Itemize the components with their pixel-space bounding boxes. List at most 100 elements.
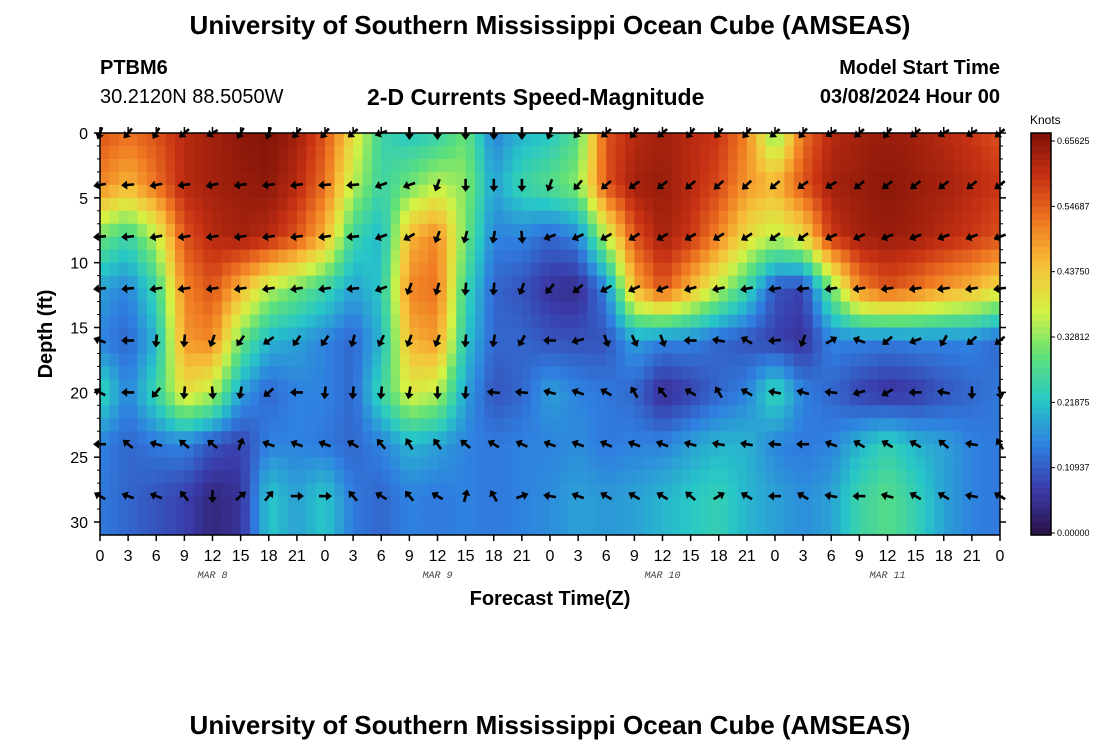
heatmap-cell: [128, 431, 139, 445]
heatmap-cell: [568, 301, 579, 316]
heatmap-cell: [203, 262, 214, 277]
current-arrow: [683, 439, 697, 449]
heatmap-cell: [503, 457, 514, 471]
heatmap-cell: [859, 133, 870, 147]
current-arrow: [346, 180, 360, 190]
heatmap-cell: [934, 483, 945, 497]
heatmap-cell: [868, 470, 879, 484]
current-arrow: [149, 439, 163, 449]
current-arrow-head: [326, 491, 332, 501]
heatmap-cell: [390, 431, 401, 445]
heatmap-cell: [475, 470, 485, 484]
heatmap-cell: [221, 509, 232, 523]
heatmap-cell: [606, 133, 617, 147]
heatmap-cell: [109, 145, 120, 160]
heatmap-cell: [409, 496, 420, 510]
heatmap-cell: [503, 133, 514, 147]
heatmap-cell: [259, 483, 270, 497]
heatmap-cell: [287, 145, 298, 160]
current-arrow: [908, 284, 922, 294]
heatmap-cell: [803, 470, 814, 484]
heatmap-cell: [409, 145, 420, 160]
heatmap-cell: [390, 509, 401, 523]
heatmap-cell: [287, 210, 298, 225]
heatmap-cell: [859, 223, 870, 238]
heatmap-cell: [971, 314, 982, 329]
heatmap-cell: [100, 171, 110, 186]
colorbar-cell: [1031, 354, 1051, 362]
current-arrow-head: [655, 439, 664, 449]
current-arrow-head: [936, 387, 944, 397]
colorbar-tick-label: 0.21875: [1057, 397, 1090, 407]
heatmap-cell: [325, 171, 335, 186]
heatmap-cell: [578, 197, 589, 212]
heatmap-cell: [503, 249, 514, 264]
heatmap-cell: [868, 327, 879, 342]
current-arrow: [179, 334, 189, 348]
heatmap-cell: [306, 197, 317, 212]
heatmap-cell: [906, 314, 917, 329]
heatmap-cell: [390, 522, 401, 535]
heatmap-cell: [550, 418, 560, 432]
heatmap-cell: [587, 210, 598, 225]
heatmap-cell: [887, 418, 898, 432]
heatmap-cell: [596, 353, 607, 368]
current-arrow-head: [404, 134, 414, 140]
current-arrow-head: [571, 439, 579, 449]
heatmap-cell: [146, 522, 157, 535]
heatmap-cell: [278, 301, 289, 316]
heatmap-cell: [184, 236, 195, 251]
current-arrow: [545, 178, 554, 192]
heatmap-cell: [746, 262, 757, 277]
heatmap-cell: [418, 340, 429, 355]
heatmap-cell: [550, 327, 560, 342]
heatmap-cell: [540, 327, 551, 342]
heatmap-cell: [700, 509, 710, 523]
current-arrow: [685, 180, 697, 190]
heatmap-cell: [971, 431, 982, 445]
heatmap-cell: [943, 496, 954, 510]
heatmap-cell: [390, 496, 401, 510]
heatmap-cell: [484, 197, 495, 212]
heatmap-cell: [934, 327, 945, 342]
heatmap-cell: [634, 483, 645, 497]
current-arrow: [208, 490, 217, 504]
heatmap-cell: [240, 431, 251, 445]
heatmap-cell: [587, 171, 598, 186]
heatmap-cell: [371, 418, 382, 432]
heatmap-cell: [128, 301, 139, 316]
heatmap-cell: [240, 236, 251, 251]
heatmap-cell: [343, 431, 354, 445]
current-arrow: [263, 490, 274, 502]
heatmap-cell: [775, 405, 785, 419]
heatmap-cell: [409, 483, 420, 497]
heatmap-cell: [775, 184, 785, 199]
heatmap-cell: [990, 340, 1000, 355]
heatmap-cell: [409, 353, 420, 368]
heatmap-cell: [756, 444, 767, 458]
current-arrow: [489, 334, 499, 348]
current-arrow-head: [717, 491, 725, 500]
heatmap-cell: [821, 171, 832, 186]
heatmap-cell: [334, 444, 345, 458]
heatmap-cell: [587, 197, 598, 212]
heatmap-cell: [306, 457, 317, 471]
heatmap-cell: [221, 483, 232, 497]
heatmap-cell: [540, 236, 551, 251]
heatmap-cell: [306, 418, 317, 432]
heatmap-cell: [203, 418, 214, 432]
heatmap-cell: [250, 158, 260, 173]
heatmap-cell: [681, 314, 692, 329]
current-arrow: [628, 180, 641, 190]
heatmap-cell: [268, 444, 279, 458]
heatmap-cell: [709, 483, 720, 497]
heatmap-cell: [831, 314, 842, 329]
heatmap-cell: [643, 353, 654, 368]
current-arrow: [599, 439, 613, 448]
heatmap-cell: [868, 366, 879, 380]
heatmap-cell: [334, 509, 345, 523]
current-arrow: [515, 439, 528, 448]
heatmap-cell: [878, 353, 889, 368]
current-arrow: [880, 491, 894, 501]
heatmap-cell: [118, 262, 129, 277]
